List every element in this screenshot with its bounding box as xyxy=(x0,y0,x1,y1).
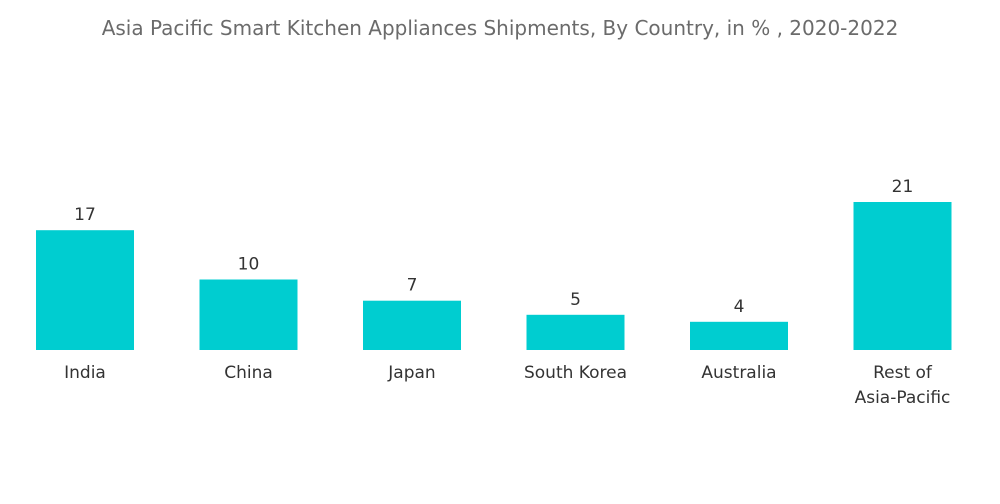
category-label-0: India xyxy=(64,363,106,383)
bars-group xyxy=(36,202,952,350)
value-label-2: 7 xyxy=(407,276,418,296)
category-label-5-line-0: Rest of xyxy=(873,363,933,383)
value-label-1: 10 xyxy=(238,255,260,275)
chart-title: Asia Pacific Smart Kitchen Appliances Sh… xyxy=(101,16,899,40)
value-label-5: 21 xyxy=(892,177,914,197)
value-label-3: 5 xyxy=(570,290,581,310)
category-label-5-line-1: Asia-Pacific xyxy=(855,388,951,408)
bar-3 xyxy=(526,314,625,350)
value-label-4: 4 xyxy=(734,297,745,317)
bar-0 xyxy=(36,230,134,350)
bar-1 xyxy=(199,279,298,350)
category-label-2: Japan xyxy=(387,363,435,383)
bar-4 xyxy=(690,321,788,350)
bar-5 xyxy=(853,202,952,350)
category-labels-group: India China Japan South Korea Australia Rest … xyxy=(64,363,950,408)
category-label-4: Australia xyxy=(701,363,776,383)
category-label-3: South Korea xyxy=(524,363,627,383)
value-labels-group: 17 10 7 5 4 21 xyxy=(74,177,913,317)
value-label-0: 17 xyxy=(74,205,96,225)
category-label-1: China xyxy=(224,363,273,383)
bar-2 xyxy=(363,300,461,350)
